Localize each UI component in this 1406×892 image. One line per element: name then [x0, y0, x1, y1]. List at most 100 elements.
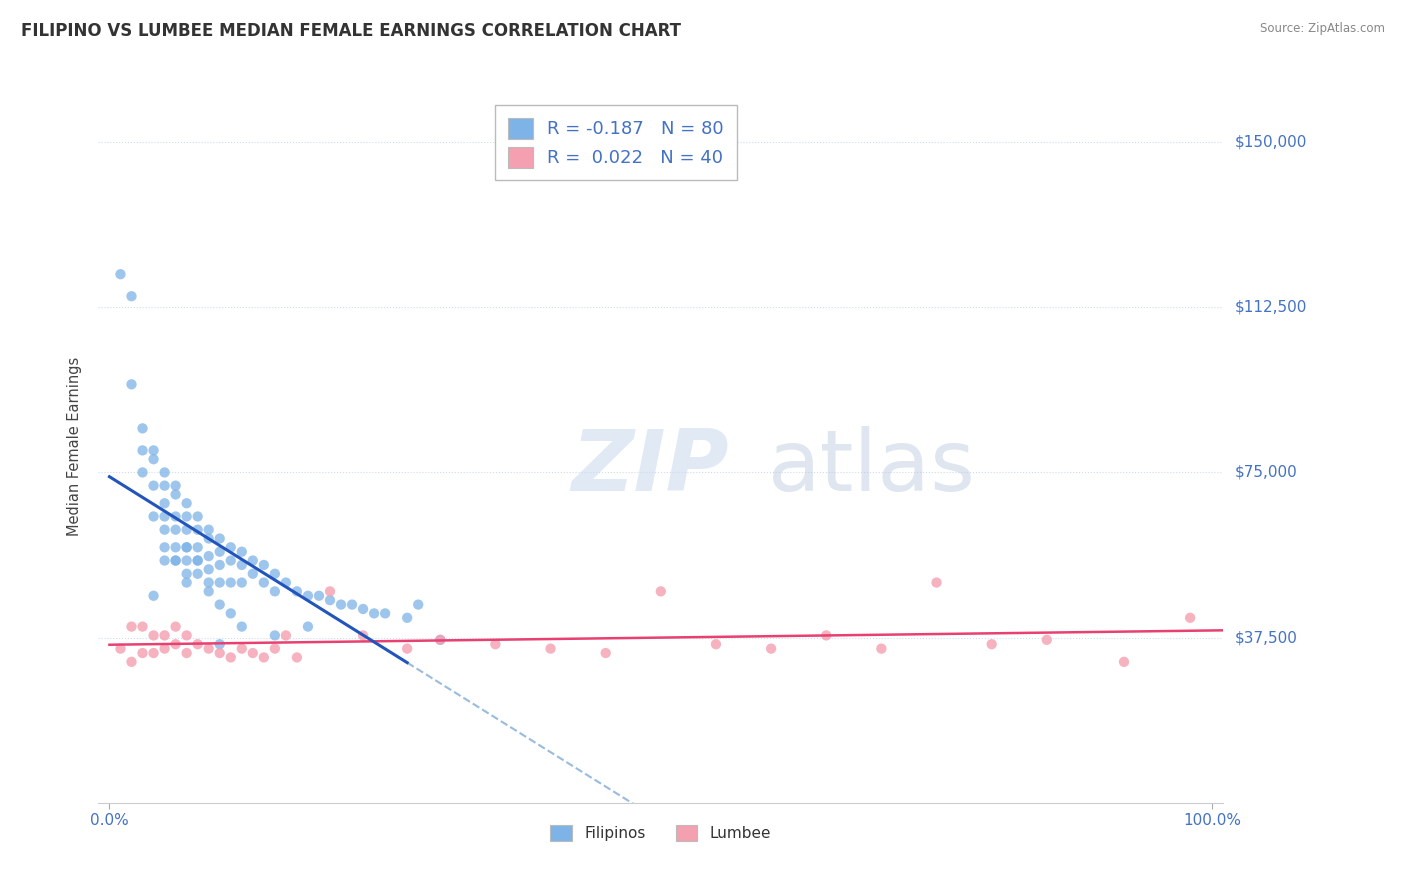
Text: $150,000: $150,000	[1234, 135, 1306, 150]
Point	[121, 289, 143, 303]
Text: Source: ZipAtlas.com: Source: ZipAtlas.com	[1260, 22, 1385, 36]
Point	[980, 637, 1002, 651]
Point	[208, 575, 231, 590]
Point	[197, 584, 219, 599]
Point	[704, 637, 727, 651]
Point	[219, 607, 242, 621]
Point	[165, 509, 187, 524]
Point	[142, 452, 165, 467]
Point	[142, 646, 165, 660]
Point	[176, 541, 198, 555]
Point	[208, 637, 231, 651]
Point	[396, 641, 419, 656]
Point	[153, 523, 176, 537]
Point	[396, 611, 419, 625]
Point	[165, 523, 187, 537]
Point	[176, 541, 198, 555]
Point	[187, 541, 209, 555]
Point	[208, 532, 231, 546]
Point	[153, 466, 176, 480]
Point	[142, 628, 165, 642]
Point	[1036, 632, 1059, 647]
Point	[308, 589, 330, 603]
Point	[197, 532, 219, 546]
Point	[253, 650, 276, 665]
Point	[197, 562, 219, 576]
Point	[208, 558, 231, 572]
Point	[165, 487, 187, 501]
Point	[759, 641, 782, 656]
Point	[110, 267, 132, 281]
Point	[242, 566, 264, 581]
Point	[374, 607, 396, 621]
Point	[263, 641, 285, 656]
Point	[285, 650, 308, 665]
Point	[131, 421, 153, 435]
Text: $37,500: $37,500	[1234, 630, 1298, 645]
Point	[274, 575, 297, 590]
Point	[187, 637, 209, 651]
Point	[352, 628, 374, 642]
Point	[131, 619, 153, 633]
Point	[131, 443, 153, 458]
Point	[153, 628, 176, 642]
Point	[285, 584, 308, 599]
Point	[231, 619, 253, 633]
Point	[242, 646, 264, 660]
Point	[131, 466, 153, 480]
Point	[263, 628, 285, 642]
Point	[319, 593, 342, 607]
Point	[165, 553, 187, 567]
Point	[131, 646, 153, 660]
Point	[815, 628, 838, 642]
Point	[142, 589, 165, 603]
Point	[208, 598, 231, 612]
Point	[153, 541, 176, 555]
Point	[176, 496, 198, 510]
Point	[297, 589, 319, 603]
Point	[187, 553, 209, 567]
Point	[197, 549, 219, 563]
Point	[197, 641, 219, 656]
Point	[153, 478, 176, 492]
Point	[176, 509, 198, 524]
Point	[208, 646, 231, 660]
Text: $75,000: $75,000	[1234, 465, 1298, 480]
Point	[540, 641, 562, 656]
Point	[352, 602, 374, 616]
Text: $112,500: $112,500	[1234, 300, 1306, 315]
Text: ZIP: ZIP	[571, 425, 728, 509]
Point	[242, 553, 264, 567]
Point	[165, 619, 187, 633]
Point	[121, 655, 143, 669]
Point	[429, 632, 451, 647]
Point	[187, 566, 209, 581]
Point	[330, 598, 353, 612]
Point	[1178, 611, 1201, 625]
Point	[870, 641, 893, 656]
Point	[176, 628, 198, 642]
Point	[176, 553, 198, 567]
Legend: Filipinos, Lumbee: Filipinos, Lumbee	[543, 817, 779, 848]
Point	[165, 478, 187, 492]
Point	[208, 545, 231, 559]
Point	[297, 619, 319, 633]
Point	[429, 632, 451, 647]
Point	[263, 584, 285, 599]
Point	[153, 553, 176, 567]
Point	[110, 641, 132, 656]
Point	[231, 558, 253, 572]
Point	[484, 637, 506, 651]
Point	[1112, 655, 1135, 669]
Point	[187, 509, 209, 524]
Point	[187, 553, 209, 567]
Text: FILIPINO VS LUMBEE MEDIAN FEMALE EARNINGS CORRELATION CHART: FILIPINO VS LUMBEE MEDIAN FEMALE EARNING…	[21, 22, 681, 40]
Point	[219, 541, 242, 555]
Point	[176, 523, 198, 537]
Point	[263, 566, 285, 581]
Point	[925, 575, 948, 590]
Point	[219, 650, 242, 665]
Point	[176, 646, 198, 660]
Point	[595, 646, 617, 660]
Point	[142, 478, 165, 492]
